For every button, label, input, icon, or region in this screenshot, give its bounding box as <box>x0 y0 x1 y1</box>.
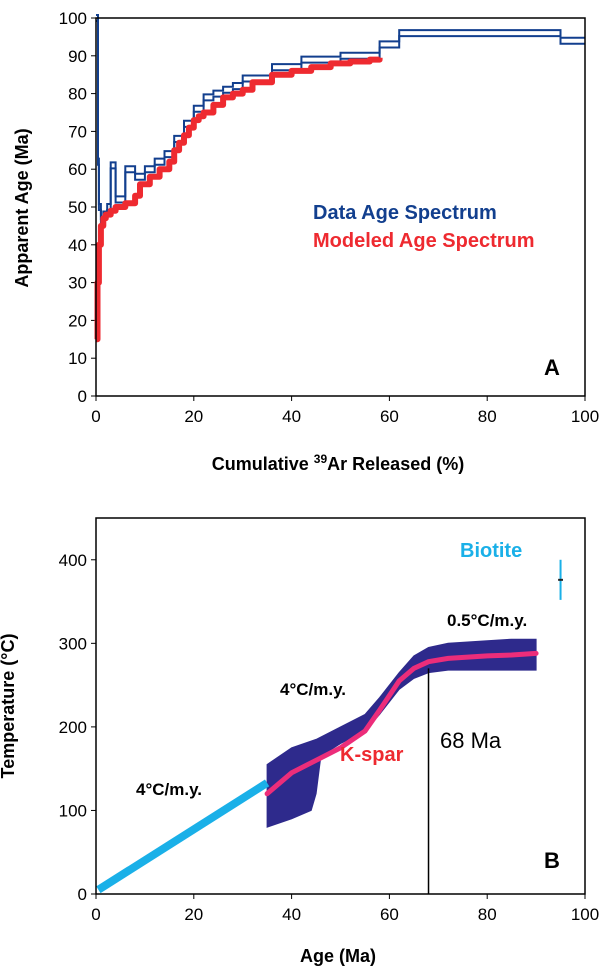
x-tick-label: 60 <box>380 407 399 426</box>
panel-b: 0 20 40 60 80 100 0 100 200 300 400 Biotite K-spar… <box>0 518 599 966</box>
panel-a-x-axis-title: Cumulative 39Ar Released (%) <box>212 452 464 474</box>
legend-data-age-spectrum: Data Age Spectrum <box>313 202 497 224</box>
panel-b-letter: B <box>544 848 560 873</box>
x-tick-label: 0 <box>91 407 100 426</box>
rate-label-low: 4°C/m.y. <box>136 780 202 799</box>
modeled-age-spectrum-line <box>96 58 380 340</box>
kspar-label: K-spar <box>340 744 404 766</box>
y-tick-label: 100 <box>59 9 87 28</box>
panel-a: 0 20 40 60 80 100 0 10 20 30 40 50 60 70 80 90 100 Data … <box>12 9 599 474</box>
x-tick-label: 60 <box>380 905 399 924</box>
panel-b-x-axis-title: Age (Ma) <box>300 946 376 966</box>
y-tick-label: 80 <box>68 85 87 104</box>
x-tick-label: 80 <box>478 407 497 426</box>
y-tick-label: 50 <box>68 198 87 217</box>
x-tick-label: 20 <box>184 905 203 924</box>
data-age-spectrum-line-lower <box>96 21 585 225</box>
panel-b-y-axis-title: Temperature (°C) <box>0 634 18 779</box>
x-tick-label: 100 <box>571 407 599 426</box>
panel-a-letter: A <box>544 355 560 380</box>
y-tick-label: 40 <box>68 236 87 255</box>
biotite-label: Biotite <box>460 540 522 562</box>
y-tick-label: 0 <box>78 387 87 406</box>
y-tick-label: 0 <box>78 885 87 904</box>
x-tick-label: 80 <box>478 905 497 924</box>
rate-label-mid: 4°C/m.y. <box>280 680 346 699</box>
data-age-spectrum-line-upper <box>96 15 585 219</box>
x-tick-label: 100 <box>571 905 599 924</box>
legend-modeled-age-spectrum: Modeled Age Spectrum <box>313 230 535 252</box>
panel-a-series <box>96 15 585 339</box>
x-tick-label: 20 <box>184 407 203 426</box>
panel-b-plot-frame <box>96 518 585 894</box>
x-tick-label: 40 <box>282 905 301 924</box>
y-tick-label: 100 <box>59 801 87 820</box>
y-tick-label: 70 <box>68 122 87 141</box>
panel-b-series <box>98 560 563 894</box>
y-tick-label: 300 <box>59 634 87 653</box>
y-tick-label: 30 <box>68 274 87 293</box>
age-68-label: 68 Ma <box>440 728 502 753</box>
y-tick-label: 20 <box>68 311 87 330</box>
y-tick-label: 400 <box>59 551 87 570</box>
y-tick-label: 90 <box>68 47 87 66</box>
panel-a-y-axis-title: Apparent Age (Ma) <box>12 128 32 287</box>
x-tick-label: 40 <box>282 407 301 426</box>
y-tick-label: 60 <box>68 160 87 179</box>
y-tick-label: 200 <box>59 718 87 737</box>
x-tick-label: 0 <box>91 905 100 924</box>
y-tick-label: 10 <box>68 349 87 368</box>
rate-label-high: 0.5°C/m.y. <box>447 611 527 630</box>
